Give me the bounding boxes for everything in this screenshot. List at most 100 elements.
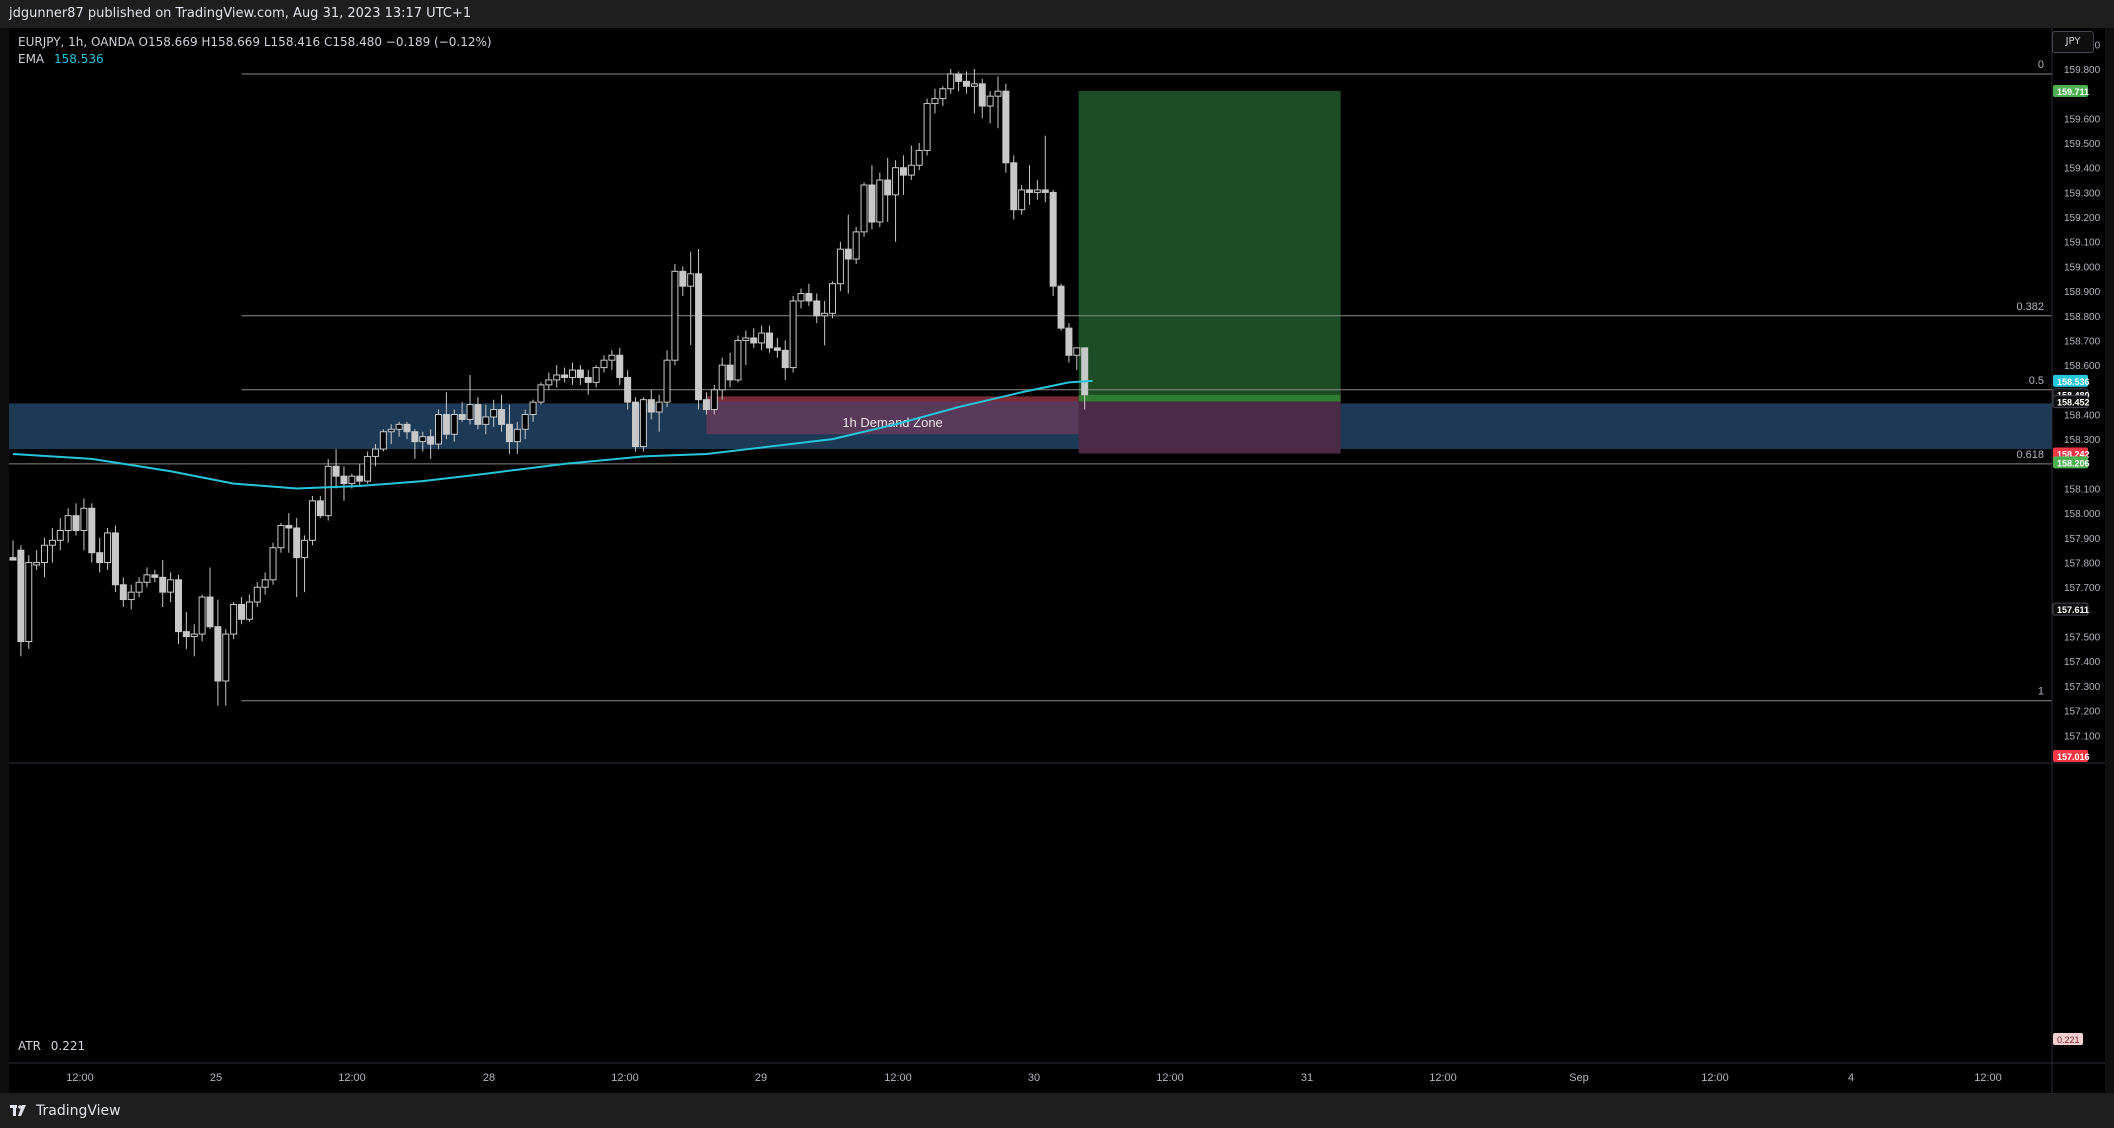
bullish-candle (947, 73, 955, 90)
fib-level-label: 1 (2038, 686, 2044, 698)
fib-level-label: 0 (2038, 59, 2044, 71)
price-tag (2053, 456, 2088, 469)
bullish-candle (639, 399, 647, 448)
bullish-candle (931, 98, 939, 105)
bearish-candle (765, 332, 773, 349)
time-tick-label: 25 (210, 1072, 222, 1084)
bearish-candle (773, 347, 781, 351)
bullish-candle (419, 436, 427, 443)
bearish-candle (174, 579, 182, 633)
bullish-candle (466, 404, 474, 420)
bearish-candle (962, 80, 970, 87)
bearish-candle (340, 475, 348, 485)
chart-area[interactable]: 1h Demand Zone00.3820.50.6181159.900159.… (9, 28, 2105, 1093)
bearish-candle (884, 179, 892, 196)
bearish-candle (411, 431, 419, 443)
atr-value: 0.221 (50, 1039, 86, 1053)
bearish-candle (805, 293, 813, 302)
price-tick-label: 159.300 (2064, 188, 2101, 199)
bullish-candle (324, 465, 332, 517)
price-tag-label: 158.242 (2057, 449, 2090, 459)
bearish-candle (1065, 327, 1073, 356)
atr-legend: ATR 0.221 (18, 1039, 85, 1053)
bearish-candle (88, 507, 96, 554)
time-tick-label: 12:00 (66, 1072, 94, 1084)
bearish-candle (151, 574, 159, 578)
price-tag-label: 159.711 (2057, 87, 2089, 97)
price-tag (2053, 84, 2088, 97)
bearish-candle (899, 167, 907, 176)
bullish-candle (994, 90, 1002, 97)
bearish-candle (1010, 162, 1018, 211)
bearish-candle (427, 436, 435, 445)
bullish-candle (490, 409, 498, 418)
ema-value: 158.536 (53, 52, 104, 66)
bullish-candle (513, 428, 521, 443)
bearish-candle (356, 475, 364, 482)
price-tick-label: 159.600 (2064, 114, 2101, 125)
time-tick-label: 12:00 (1701, 1072, 1729, 1084)
bullish-candle (387, 428, 395, 433)
footer: TradingView (0, 1093, 2114, 1128)
bullish-candle (742, 337, 750, 341)
currency-button[interactable]: JPY (2052, 31, 2094, 53)
price-tick-label: 158.900 (2064, 287, 2101, 298)
tradingview-brand: TradingView (36, 1103, 121, 1119)
bearish-candle (72, 515, 80, 531)
ema-line (12, 379, 1093, 490)
bullish-candle (135, 581, 143, 593)
time-tick-label: 4 (1848, 1072, 1854, 1084)
bearish-candle (561, 374, 569, 378)
bullish-candle (545, 379, 553, 386)
bearish-candle (474, 404, 482, 425)
bearish-candle (1049, 191, 1057, 287)
price-tick-label: 159.200 (2064, 213, 2101, 224)
bullish-candle (907, 164, 915, 176)
bullish-candle (245, 601, 253, 620)
bearish-candle (498, 409, 506, 425)
bearish-candle (182, 631, 190, 638)
bearish-candle (868, 184, 876, 223)
bullish-candle (379, 431, 387, 450)
time-tick-label: 12:00 (884, 1072, 912, 1084)
bullish-candle (860, 184, 868, 233)
bearish-candle (750, 337, 758, 344)
bearish-candle (316, 500, 324, 517)
bullish-candle (876, 179, 884, 223)
demand-zone-top-edge (706, 396, 1079, 402)
bullish-candle (836, 248, 844, 285)
price-tick-label: 158.400 (2064, 410, 2101, 421)
price-tick-label: 158.800 (2064, 312, 2101, 323)
tradingview-logo[interactable]: TradingView (10, 1103, 121, 1119)
bullish-candle (33, 562, 41, 566)
bearish-candle (813, 300, 821, 317)
bearish-candle (679, 270, 687, 287)
price-tick-label: 157.300 (2064, 682, 2101, 693)
bullish-candle (852, 231, 860, 260)
bullish-candle (568, 369, 576, 378)
bullish-candle (986, 95, 994, 107)
bullish-candle (600, 359, 608, 369)
entry-band (1078, 394, 1341, 402)
price-tick-label: 158.300 (2064, 435, 2101, 446)
price-tick-label: 157.500 (2064, 633, 2101, 644)
time-tick-label: 12:00 (338, 1072, 366, 1084)
bullish-candle (143, 574, 151, 583)
bearish-candle (206, 596, 214, 628)
bullish-candle (308, 500, 316, 541)
bearish-candle (955, 73, 963, 82)
bullish-candle (41, 544, 49, 564)
bearish-candle (238, 603, 246, 620)
price-tick-label: 157.900 (2064, 534, 2101, 545)
bullish-candle (892, 167, 900, 196)
candlestick-chart[interactable]: 1h Demand Zone00.3820.50.6181159.900159.… (9, 28, 2105, 1093)
bullish-candle (64, 515, 72, 531)
bullish-candle (301, 539, 309, 559)
bullish-candle (230, 603, 238, 635)
bearish-candle (632, 401, 640, 448)
bearish-candle (978, 83, 986, 107)
price-tag-label: 158.206 (2057, 458, 2090, 468)
bearish-candle (1026, 189, 1034, 193)
time-tick-label: 30 (1028, 1072, 1040, 1084)
price-tag-label: 158.452 (2057, 398, 2090, 408)
